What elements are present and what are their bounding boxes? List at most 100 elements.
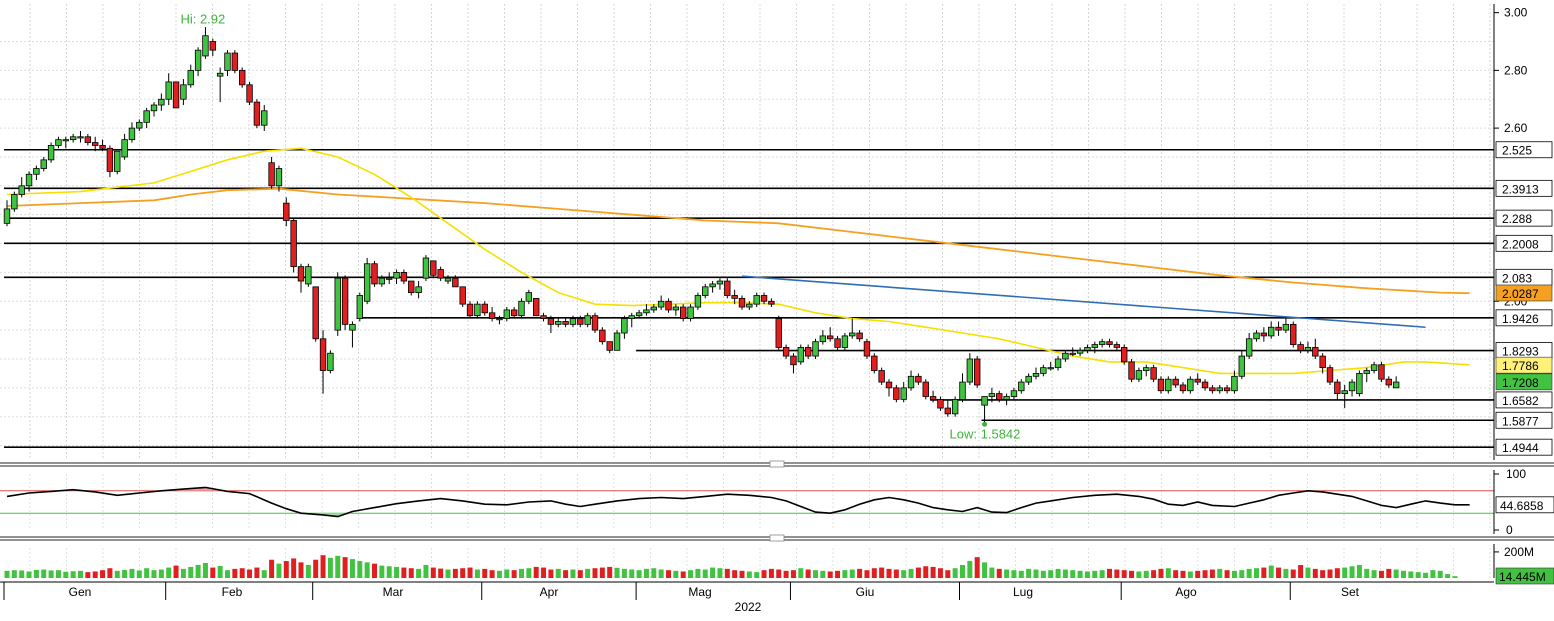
candle-body [812,341,819,357]
volume-bar [541,567,547,578]
volume-bar [1055,568,1061,578]
candle-body [452,277,459,288]
candle-body [1231,375,1238,392]
candle-body [216,72,224,77]
candle-body [525,292,533,302]
level-tag [1495,391,1553,409]
volume-bar [474,569,480,578]
volume-bar [1187,571,1193,578]
volume-bar [710,567,716,578]
candle [1098,338,1106,348]
candle [849,318,856,339]
volume-bar [1011,570,1017,578]
level-tag-label: 2.2008 [1502,237,1539,251]
candle [224,50,231,77]
candle-body [599,329,606,343]
volume-bar [871,568,877,578]
volume-bar [225,570,230,578]
candle-body [657,300,665,308]
candle-body [1062,352,1069,360]
volume-bar [879,567,885,578]
volume-bar [702,569,708,578]
candle [981,396,988,423]
candle-body [11,194,18,210]
candle [334,272,341,336]
candle-body [1003,396,1010,400]
candle [665,298,672,313]
volume-bar [908,568,914,578]
candle [621,315,628,339]
candle [856,330,863,342]
candle-body [672,306,680,311]
candle-body [569,318,577,325]
volume-bar [19,570,25,578]
candle [1275,321,1282,336]
candle-body [665,300,672,311]
candle-body [275,168,283,187]
candle [341,275,349,331]
level-tag-label: 2.3913 [1502,182,1539,196]
volume-bar [798,568,804,578]
volume-bar [1231,570,1237,578]
candle [349,321,356,348]
level-tag [1495,309,1553,327]
volume-bar [666,570,671,578]
volume-bar [1077,570,1083,578]
level-tag [1495,234,1553,252]
volume-bar [519,568,524,578]
candle [99,139,106,152]
candle [415,281,422,299]
volume-bar [680,571,686,578]
candle-body [621,318,628,334]
candle-body [709,283,716,288]
candle-body [136,121,143,129]
candle [863,338,871,359]
candle [231,50,239,74]
candle-body [378,277,386,285]
candle [1341,384,1348,409]
volume-value-label: 14.445M [1499,570,1546,584]
candle [518,298,525,319]
candle-body [194,49,202,71]
volume-bar [188,566,194,578]
volume-bar [835,570,841,578]
value-tag [1495,284,1553,302]
volume-bar [945,570,951,578]
candle [672,304,680,316]
price-tick-label: 3.00 [1504,6,1528,20]
rsi-value-tag [1495,496,1554,514]
volume-bar [195,564,201,578]
candle-body [540,315,547,319]
volume-bar [563,570,569,578]
candle [951,396,959,417]
candle-body [1275,326,1282,331]
candle [503,307,510,322]
volume-bar [937,568,943,578]
candle-body [3,208,11,224]
level-tag-label: 1.4944 [1502,441,1539,455]
candle-body [871,355,878,371]
candle [790,353,797,374]
volume-bar [1261,567,1267,578]
volume-bar [849,569,855,578]
candle [871,353,878,374]
candle [378,275,386,287]
candle-body [422,257,430,279]
candle [1363,367,1370,383]
candle-body [488,312,496,319]
volume-bar [78,570,83,578]
candle [738,295,746,310]
volume-bar [438,568,444,578]
candle [47,142,55,163]
volume-bar [1180,570,1186,578]
candle [827,327,834,342]
candle-body [172,81,180,109]
volume-bar [1327,569,1333,578]
candle-body [92,142,99,146]
candle [650,304,657,313]
candle [915,373,922,385]
volume-bar [114,570,120,578]
support-resistance-levels [4,148,1494,448]
volume-bar [349,559,355,578]
